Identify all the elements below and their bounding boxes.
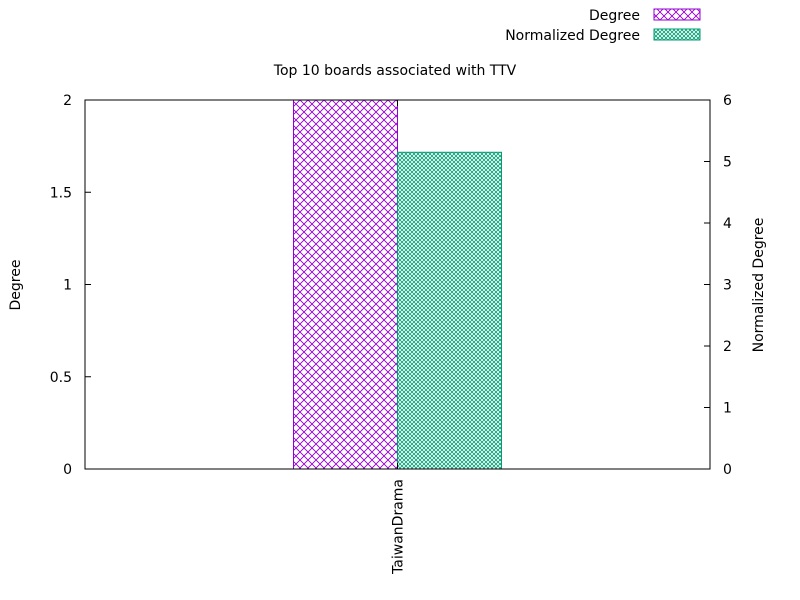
y2-tick-label: 6 bbox=[723, 93, 732, 109]
bars-layer bbox=[293, 99, 502, 470]
y2-tick-label: 4 bbox=[723, 216, 732, 232]
y2-tick-label: 1 bbox=[723, 401, 732, 417]
y-tick-label: 2 bbox=[63, 93, 72, 109]
legend-label-degree: Degree bbox=[589, 8, 640, 24]
bar-degree-taiwandrama bbox=[293, 99, 398, 470]
y2-tick-label: 0 bbox=[723, 462, 732, 478]
legend: Degree Normalized Degree bbox=[505, 8, 701, 44]
bar-normalized-degree-taiwandrama bbox=[397, 151, 502, 470]
y-axis-label: Degree bbox=[8, 260, 24, 311]
y-tick-label: 0.5 bbox=[50, 370, 72, 386]
y2-axis-label: Normalized Degree bbox=[751, 218, 767, 353]
legend-swatch-degree bbox=[653, 8, 701, 21]
y-tick-label: 1.5 bbox=[50, 185, 72, 201]
x-tick-label: TaiwanDrama bbox=[391, 479, 407, 575]
y2-tick-label: 3 bbox=[723, 278, 732, 294]
chart-title: Top 10 boards associated with TTV bbox=[273, 63, 517, 79]
y-tick-label: 0 bbox=[63, 462, 72, 478]
plot-frame bbox=[84, 99, 711, 470]
y2-tick-label: 2 bbox=[723, 339, 732, 355]
y2-tick-label: 5 bbox=[723, 155, 732, 171]
legend-swatch-normalized-degree bbox=[653, 28, 701, 41]
y-tick-label: 1 bbox=[63, 278, 72, 294]
legend-label-normalized-degree: Normalized Degree bbox=[505, 28, 640, 44]
